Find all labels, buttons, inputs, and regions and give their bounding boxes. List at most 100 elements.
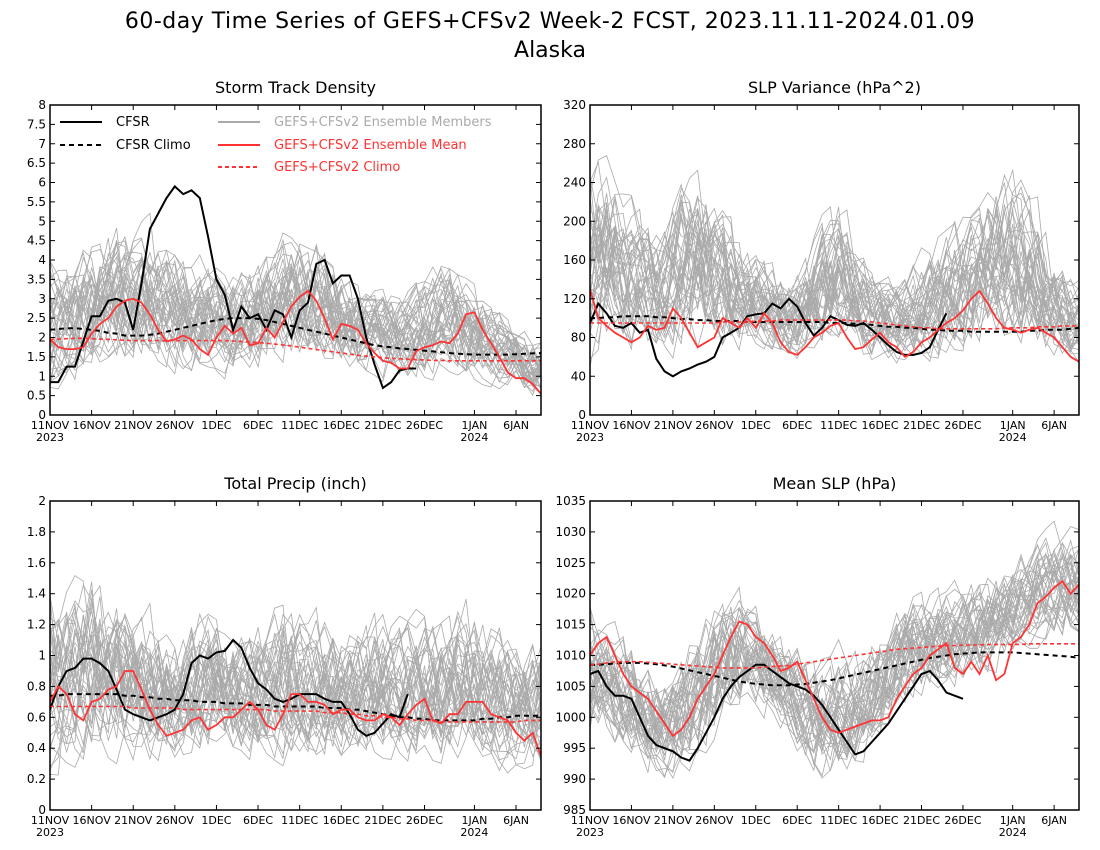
x-tick-label: 16DEC	[862, 814, 899, 827]
x-tick-label: 11NOV	[31, 814, 70, 827]
x-tick-label: 16NOV	[612, 814, 651, 827]
ensemble-member-line	[50, 606, 541, 744]
y-tick-label: 40	[571, 369, 586, 383]
y-tick-label: 1010	[555, 649, 586, 663]
chart-panel-3: Total Precip (inch) 0 0.2 0.4 0.6 0.8 1 1.2 1.4 1…	[27, 474, 542, 839]
ensemble-member-line	[590, 176, 1079, 354]
y-tick-label: 1000	[555, 710, 586, 724]
x-tick-label: 1JAN	[1000, 814, 1026, 827]
chart-panel-1: Storm Track Density 0 0.5 1 1.5 2 2.5 3 3.5 4 4.5 5…	[27, 78, 542, 444]
x-tick-label: 11DEC	[281, 419, 318, 432]
y-tick-label: 0.2	[27, 772, 46, 786]
ensemble-member-line	[590, 174, 1079, 359]
ensemble-member-line	[50, 238, 541, 370]
x-tick-year-label: 2024	[999, 826, 1027, 839]
ensemble-member-line	[590, 553, 1079, 779]
series-cfsr_climo-line	[590, 651, 1079, 687]
x-tick-label: 11NOV	[571, 419, 610, 432]
y-tick-label: 0	[578, 408, 586, 422]
y-tick-label: 320	[563, 98, 586, 112]
ensemble-member-line	[50, 634, 541, 767]
x-tick-label: 1JAN	[462, 419, 488, 432]
y-tick-label: 2	[38, 331, 46, 345]
x-tick-label: 21DEC	[364, 814, 401, 827]
ensemble-member-line	[50, 622, 541, 752]
ensemble-member-line	[50, 602, 541, 737]
y-tick-label: 5	[38, 214, 46, 228]
ensemble-member-line	[590, 234, 1079, 346]
y-tick-label: 1.2	[27, 618, 46, 632]
y-tick-label: 80	[571, 331, 586, 345]
x-tick-label: 21NOV	[114, 419, 153, 432]
y-tick-label: 1.6	[27, 556, 46, 570]
y-tick-label: 990	[563, 772, 586, 786]
series-ens_mean-line	[590, 288, 1079, 363]
figure-subtitle: Alaska	[514, 38, 586, 63]
y-tick-label: 0.6	[27, 710, 46, 724]
series-cfsr-line	[50, 184, 417, 390]
x-tick-label: 6JAN	[503, 419, 529, 432]
x-tick-label: 11DEC	[820, 419, 857, 432]
x-tick-label: 6DEC	[243, 419, 273, 432]
chart-title: Mean SLP (hPa)	[773, 474, 897, 493]
ensemble-member-line	[50, 252, 541, 375]
series-ens_climo-line	[50, 705, 541, 723]
ensemble-member-line	[50, 623, 541, 757]
y-tick-label: 3.5	[27, 272, 46, 286]
plot-area	[590, 520, 1079, 780]
series-ens_mean-line	[50, 289, 541, 395]
series-ens_mean-line	[50, 670, 541, 757]
x-tick-label: 1DEC	[201, 419, 231, 432]
x-tick-year-label: 2023	[576, 431, 604, 444]
figure-title: 60-day Time Series of GEFS+CFSv2 Week-2 …	[125, 9, 975, 34]
series-cfsr-line	[590, 663, 964, 762]
x-tick-label: 21DEC	[903, 814, 940, 827]
x-tick-label: 26NOV	[695, 419, 734, 432]
x-tick-label: 21DEC	[364, 419, 401, 432]
ensemble-member-line	[590, 169, 1079, 354]
x-tick-label: 16DEC	[862, 419, 899, 432]
x-tick-label: 16NOV	[73, 814, 112, 827]
legend-ensemble-members-label: GEFS+CFSv2 Ensemble Members	[274, 115, 492, 130]
x-tick-label: 16NOV	[612, 419, 651, 432]
ensemble-member-line	[50, 610, 541, 767]
x-tick-label: 11NOV	[571, 814, 610, 827]
x-tick-year-label: 2023	[576, 826, 604, 839]
ensemble-member-line	[50, 248, 541, 379]
y-tick-label: 1030	[555, 525, 586, 539]
y-tick-label: 2.5	[27, 311, 46, 325]
x-tick-label: 11DEC	[281, 814, 318, 827]
x-tick-label: 11DEC	[820, 814, 857, 827]
ensemble-member-line	[590, 566, 1079, 758]
x-tick-label: 26DEC	[944, 814, 981, 827]
ensemble-member-line	[590, 577, 1079, 756]
y-tick-label: 1	[38, 649, 46, 663]
ensemble-member-line	[50, 237, 541, 387]
y-tick-label: 1025	[555, 556, 586, 570]
legend-ensemble-mean-label: GEFS+CFSv2 Ensemble Mean	[274, 138, 467, 153]
x-tick-label: 1DEC	[201, 814, 231, 827]
x-tick-year-label: 2024	[999, 431, 1027, 444]
y-tick-label: 1005	[555, 679, 586, 693]
series-cfsr-line	[590, 297, 948, 378]
x-tick-label: 26NOV	[156, 419, 195, 432]
x-tick-label: 1JAN	[462, 814, 488, 827]
y-tick-label: 4	[38, 253, 46, 267]
series-ens_mean-line	[590, 580, 1079, 738]
y-tick-label: 7.5	[27, 117, 46, 131]
legend-cfsr-climo-label: CFSR Climo	[116, 138, 191, 153]
ensemble-member-line	[590, 218, 1079, 353]
ensemble-member-line	[50, 258, 541, 388]
ensemble-member-line	[590, 577, 1079, 744]
x-tick-label: 1DEC	[741, 814, 771, 827]
y-tick-label: 1015	[555, 618, 586, 632]
y-tick-label: 280	[563, 137, 586, 151]
y-tick-label: 0.5	[27, 389, 46, 403]
ensemble-member-line	[590, 203, 1079, 352]
series-ens_climo-line	[50, 337, 541, 362]
chart-title: Total Precip (inch)	[223, 474, 366, 493]
ensemble-member-line	[50, 267, 541, 389]
ensemble-member-line	[590, 558, 1079, 778]
x-tick-year-label: 2023	[36, 431, 64, 444]
